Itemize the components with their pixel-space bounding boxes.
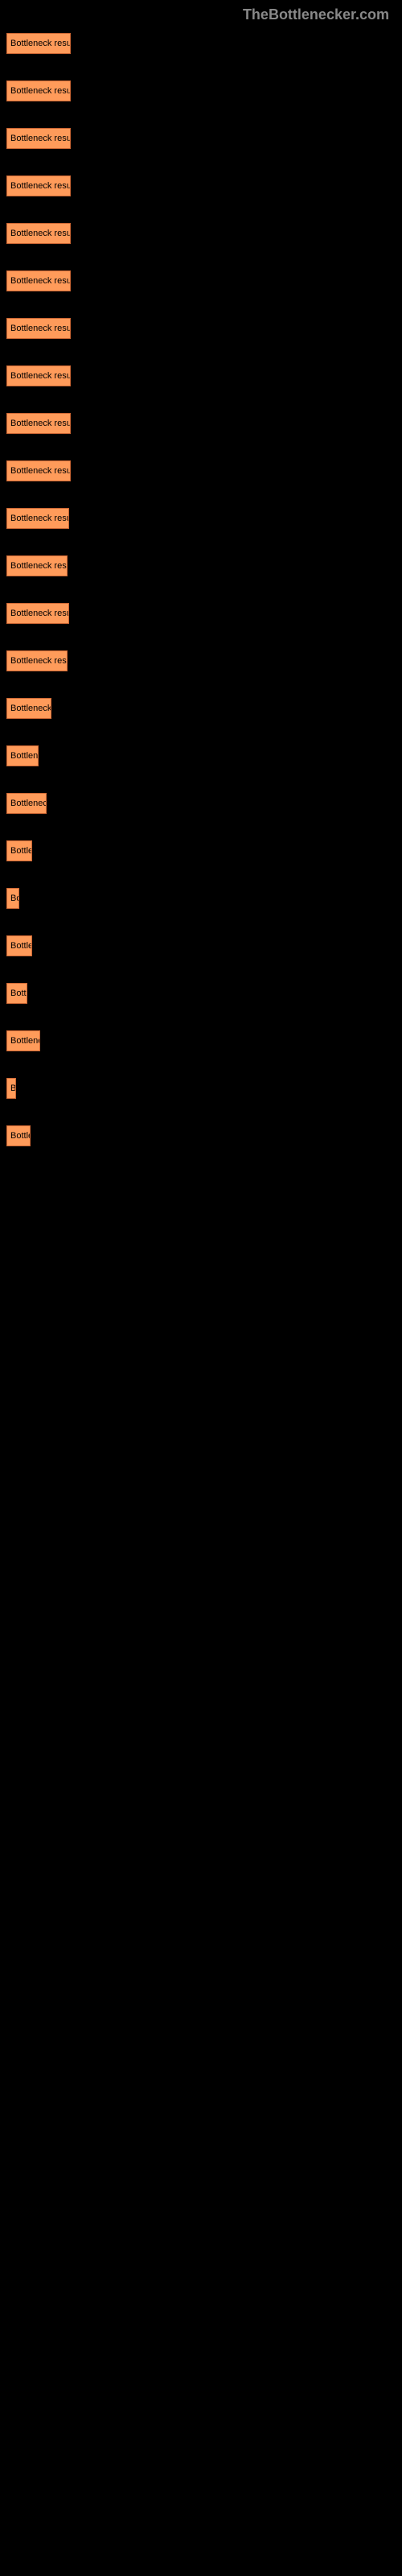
bottleneck-result-box[interactable]: Bottleneck result bbox=[6, 413, 71, 434]
result-item: Bottleneck result bbox=[6, 508, 396, 533]
bottleneck-result-box[interactable]: Bottleneck result bbox=[6, 128, 71, 149]
bottleneck-result-box[interactable]: Bottleneck result bbox=[6, 603, 69, 624]
bottleneck-result-box[interactable]: Bottleneck result bbox=[6, 793, 47, 814]
bottleneck-result-box[interactable]: Bottleneck result bbox=[6, 365, 71, 386]
result-item: Bottleneck result bbox=[6, 128, 396, 153]
bottleneck-result-box[interactable]: Bottleneck result bbox=[6, 935, 32, 956]
bottleneck-result-box[interactable]: Bottleneck result bbox=[6, 508, 69, 529]
result-item: Bottleneck result bbox=[6, 650, 396, 675]
bottleneck-result-box[interactable]: Bottleneck result bbox=[6, 745, 39, 766]
result-item: Bottleneck result bbox=[6, 983, 396, 1008]
result-item: Bottleneck result bbox=[6, 1030, 396, 1055]
bottleneck-result-box[interactable]: Bottleneck result bbox=[6, 1078, 16, 1099]
result-item: Bottleneck result bbox=[6, 175, 396, 200]
results-container: Bottleneck result Bottleneck result Bottle… bbox=[0, 33, 402, 1150]
bottleneck-result-box[interactable]: Bottleneck result bbox=[6, 460, 71, 481]
site-name: TheBottlenecker.com bbox=[243, 6, 389, 23]
bottleneck-result-box[interactable]: Bottleneck result bbox=[6, 318, 71, 339]
bottleneck-result-box[interactable]: Bottleneck result bbox=[6, 983, 27, 1004]
result-item: Bottleneck result bbox=[6, 460, 396, 485]
result-item: Bottleneck result bbox=[6, 223, 396, 248]
bottleneck-result-box[interactable]: Bottleneck result bbox=[6, 888, 19, 909]
bottleneck-result-box[interactable]: Bottleneck result bbox=[6, 1030, 40, 1051]
site-header: TheBottlenecker.com bbox=[0, 0, 402, 30]
bottleneck-result-box[interactable]: Bottleneck result bbox=[6, 80, 71, 101]
result-item: Bottleneck result bbox=[6, 1125, 396, 1150]
result-item: Bottleneck result bbox=[6, 270, 396, 295]
result-item: Bottleneck result bbox=[6, 413, 396, 438]
result-item: Bottleneck result bbox=[6, 888, 396, 913]
bottleneck-result-box[interactable]: Bottleneck result bbox=[6, 840, 32, 861]
result-item: Bottleneck result bbox=[6, 555, 396, 580]
result-item: Bottleneck result bbox=[6, 935, 396, 960]
result-item: Bottleneck result bbox=[6, 318, 396, 343]
result-item: Bottleneck result bbox=[6, 840, 396, 865]
result-item: Bottleneck result bbox=[6, 745, 396, 770]
bottleneck-result-box[interactable]: Bottleneck result bbox=[6, 698, 51, 719]
result-item: Bottleneck result bbox=[6, 80, 396, 105]
result-item: Bottleneck result bbox=[6, 698, 396, 723]
result-item: Bottleneck result bbox=[6, 603, 396, 628]
result-item: Bottleneck result bbox=[6, 793, 396, 818]
bottleneck-result-box[interactable]: Bottleneck result bbox=[6, 1125, 31, 1146]
bottleneck-result-box[interactable]: Bottleneck result bbox=[6, 33, 71, 54]
bottleneck-result-box[interactable]: Bottleneck result bbox=[6, 555, 68, 576]
bottleneck-result-box[interactable]: Bottleneck result bbox=[6, 175, 71, 196]
result-item: Bottleneck result bbox=[6, 33, 396, 58]
result-item: Bottleneck result bbox=[6, 365, 396, 390]
result-item: Bottleneck result bbox=[6, 1078, 396, 1103]
bottleneck-result-box[interactable]: Bottleneck result bbox=[6, 270, 71, 291]
bottleneck-result-box[interactable]: Bottleneck result bbox=[6, 223, 71, 244]
bottleneck-result-box[interactable]: Bottleneck result bbox=[6, 650, 68, 671]
